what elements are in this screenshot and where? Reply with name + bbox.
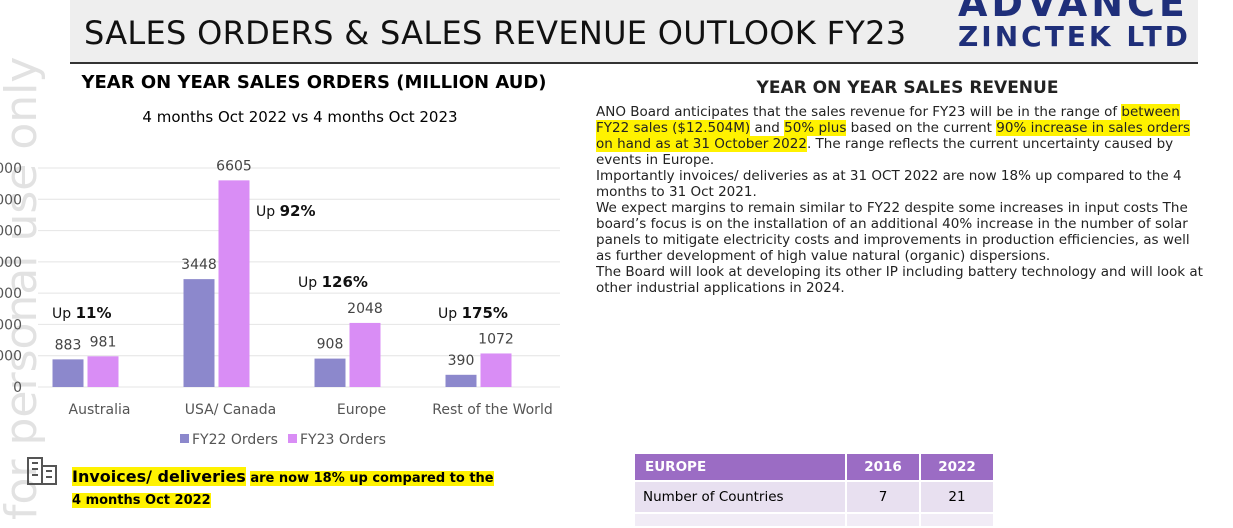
chart: YEAR ON YEAR SALES ORDERS (MILLION AUD) … — [0, 72, 560, 448]
value-label: 2048 — [347, 301, 383, 317]
annotation-value: 126% — [322, 273, 368, 291]
logo: ADVANCE ZINCTEK LTD — [958, 0, 1191, 54]
value-label: 6605 — [216, 158, 252, 174]
header-cell: 2016 — [845, 452, 921, 482]
table-cell: 21 — [919, 480, 995, 514]
annotation-prefix: Up — [438, 306, 457, 322]
bar — [52, 359, 84, 387]
revenue-section: YEAR ON YEAR SALES REVENUE ANO Board anti… — [596, 78, 1204, 296]
header-cell: 2022 — [919, 452, 995, 482]
x-tick-label: USA/ Canada — [185, 402, 276, 418]
annotation: Up 11% — [52, 304, 112, 322]
x-tick-label: Rest of the World — [432, 402, 552, 418]
annotation-prefix: Up — [256, 204, 275, 220]
y-tick-label: 6000 — [0, 192, 22, 208]
chart-title: YEAR ON YEAR SALES ORDERS (MILLION AUD) — [80, 72, 546, 93]
bullet: ANO Board anticipates that the sales rev… — [596, 104, 1204, 168]
table-cell: Number of Countries — [633, 480, 847, 514]
annotation-value: 175% — [462, 304, 508, 322]
bullet-text: We expect margins to remain similar to F… — [596, 200, 1190, 264]
x-tick-label: Europe — [337, 402, 386, 418]
highlighted-text: 50% plus — [784, 120, 847, 136]
title-bar — [70, 0, 1198, 62]
annotation: Up 126% — [298, 273, 368, 291]
annotation-value: 11% — [76, 304, 112, 322]
value-label: 908 — [317, 337, 344, 353]
bullet: Importantly invoices/ deliveries as at 3… — [596, 168, 1204, 200]
table-cell — [919, 512, 995, 528]
y-tick-label: 0 — [13, 380, 22, 396]
bullet: The Board will look at developing its ot… — [596, 264, 1204, 296]
annotation: Up 175% — [438, 304, 508, 322]
section-heading: YEAR ON YEAR SALES REVENUE — [756, 78, 1059, 98]
note-bold: Invoices/ deliveries — [72, 467, 246, 486]
y-tick-label: 5000 — [0, 224, 22, 240]
annotation: Up 92% — [256, 202, 316, 220]
chart-subtitle: 4 months Oct 2022 vs 4 months Oct 2023 — [142, 108, 457, 126]
building-icon — [27, 457, 57, 485]
annotation-prefix: Up — [52, 306, 71, 322]
bar — [218, 180, 250, 387]
legend-swatch — [180, 434, 189, 443]
bullet: We expect margins to remain similar to F… — [596, 200, 1204, 264]
y-tick-label: 1000 — [0, 349, 22, 365]
legend-swatch — [288, 434, 297, 443]
bullet-text: and — [750, 120, 785, 136]
bullet-text: ANO Board anticipates that the sales rev… — [596, 104, 1122, 120]
bar — [480, 353, 512, 387]
value-label: 3448 — [181, 257, 217, 273]
y-tick-label: 2000 — [0, 317, 22, 333]
legend-label: FY23 Orders — [300, 432, 386, 448]
x-tick-label: Australia — [69, 402, 131, 418]
table-cell: 7 — [845, 480, 921, 514]
y-tick-label: 7000 — [0, 161, 22, 177]
table-row — [633, 512, 995, 528]
value-label: 981 — [90, 334, 117, 350]
bar — [314, 358, 346, 387]
logo-line: ZINCTEK LTD — [958, 20, 1191, 53]
value-label: 883 — [55, 337, 82, 353]
header-cell: EUROPE — [633, 452, 847, 482]
bar — [87, 356, 119, 387]
bullet-text: based on the current — [846, 120, 997, 136]
y-tick-label: 4000 — [0, 255, 22, 271]
bar — [349, 322, 381, 387]
bullet-text: The Board will look at developing its ot… — [596, 264, 1203, 296]
table-header: EUROPE 2016 2022 — [633, 452, 995, 482]
annotation-prefix: Up — [298, 275, 317, 291]
logo-line: ADVANCE — [958, 0, 1189, 25]
table: EUROPE 2016 2022 Number of Countries 7 21 — [633, 452, 995, 528]
table-row: Number of Countries 7 21 — [633, 480, 995, 514]
legend-label: FY22 Orders — [192, 432, 278, 448]
bullet-text: Importantly invoices/ deliveries as at 3… — [596, 168, 1182, 200]
annotation-value: 92% — [280, 202, 316, 220]
bar — [183, 279, 215, 387]
value-label: 1072 — [478, 331, 514, 347]
value-label: 390 — [448, 353, 475, 369]
note: Invoices/ deliveries are now 18% up comp… — [27, 457, 502, 512]
title-rule — [70, 62, 1198, 64]
bullet-text: . The range reflects the current uncerta… — [596, 136, 1174, 168]
slide-title: SALES ORDERS & SALES REVENUE OUTLOOK FY2… — [84, 14, 907, 52]
bar — [445, 374, 477, 387]
